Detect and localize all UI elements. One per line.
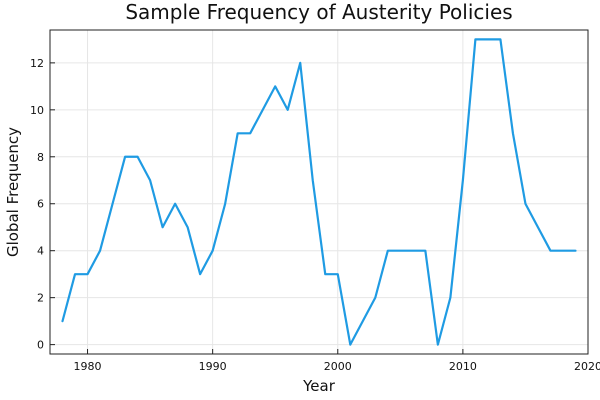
y-tick-label: 10 xyxy=(30,104,44,117)
x-axis-label: Year xyxy=(302,377,336,395)
y-tick-label: 8 xyxy=(37,151,44,164)
x-tick-label: 2010 xyxy=(449,360,477,373)
y-tick-label: 2 xyxy=(37,292,44,305)
y-tick-label: 12 xyxy=(30,57,44,70)
y-tick-label: 0 xyxy=(37,339,44,352)
series-layer xyxy=(61,38,577,346)
plot-frame xyxy=(49,29,589,355)
ticks-layer: 1980 1990 2000 2010 2020 0 2 4 6 8 10 12 xyxy=(30,57,600,373)
chart-title: Sample Frequency of Austerity Policies xyxy=(125,0,512,24)
y-tick-label: 4 xyxy=(37,245,44,258)
y-axis-label: Global Frequency xyxy=(4,127,22,257)
x-tick-label: 1990 xyxy=(199,360,227,373)
x-tick-label: 1980 xyxy=(74,360,102,373)
grid-layer xyxy=(50,30,589,354)
series-line xyxy=(61,38,577,346)
y-tick-label: 6 xyxy=(37,198,44,211)
x-tick-label: 2000 xyxy=(324,360,352,373)
x-tick-label: 2020 xyxy=(574,360,600,373)
